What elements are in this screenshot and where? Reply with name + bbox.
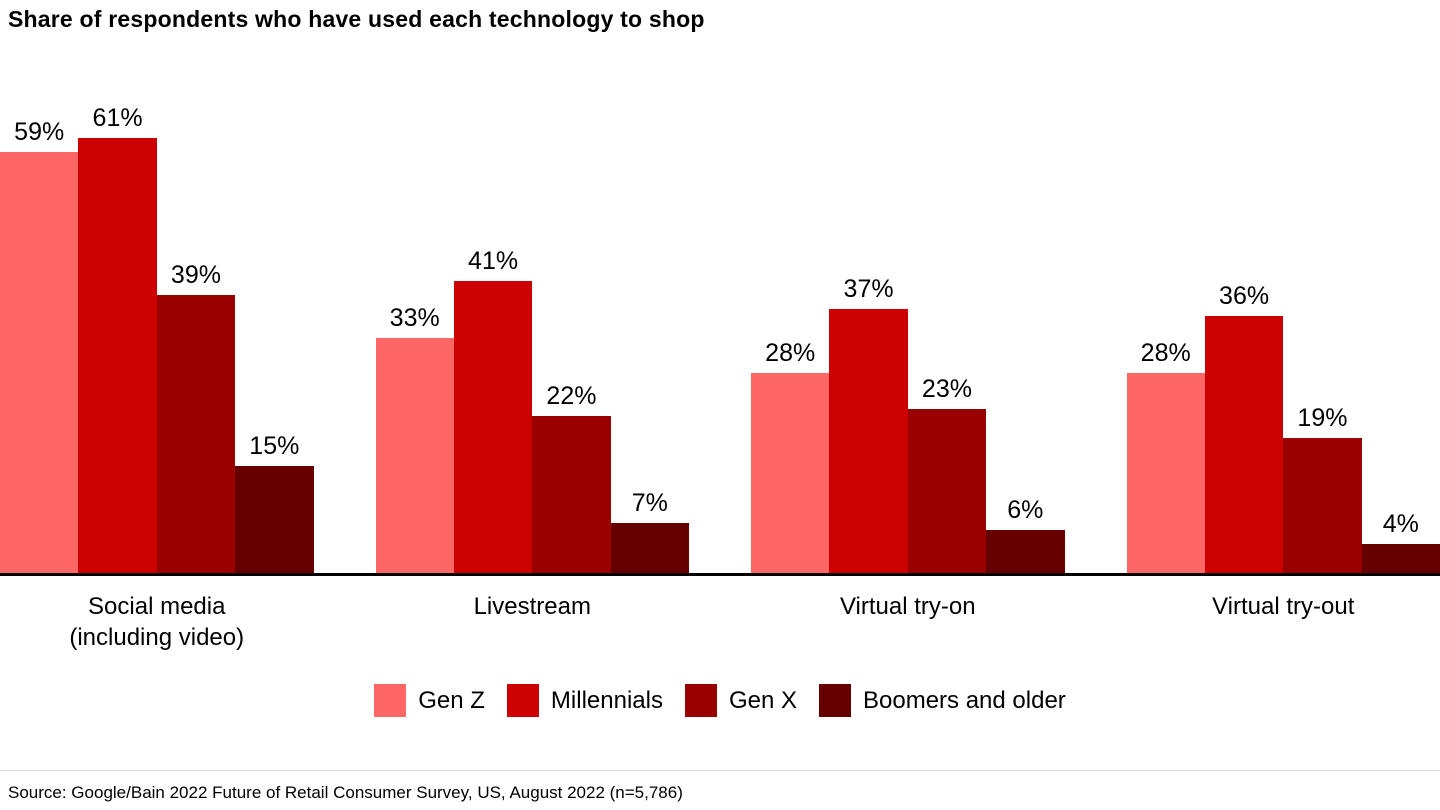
category-label: Virtual try-on <box>839 593 976 620</box>
category-label: Livestream <box>473 593 591 620</box>
bar-value-label: 15% <box>249 432 300 461</box>
category-label: Social media (including video) <box>69 593 245 651</box>
bar-value-label: 61% <box>92 104 143 133</box>
bar-value-label: 7% <box>631 489 668 518</box>
bar-gen-z-group-2 <box>751 373 830 573</box>
bar-value-label: 6% <box>1007 496 1044 525</box>
bar-boomers-and-older-group-1 <box>610 523 689 573</box>
bar-value-label: 59% <box>14 118 65 147</box>
bar-value-label: 28% <box>1140 339 1191 368</box>
bar-gen-z-group-1 <box>375 337 454 573</box>
bar-gen-x-group-0 <box>156 294 236 573</box>
bar-value-label: 41% <box>468 246 519 275</box>
bar-millennials-group-1 <box>453 280 533 573</box>
bar-value-label: 4% <box>1382 510 1419 539</box>
legend-item-millennials: Millennials <box>506 684 663 717</box>
legend-label: Gen X <box>728 686 797 714</box>
bar-gen-z-group-3 <box>1126 373 1205 573</box>
bar-millennials-group-2 <box>829 309 908 573</box>
legend-item-gen-z: Gen Z <box>374 684 485 717</box>
bar-value-label: 36% <box>1219 282 1270 311</box>
bar-boomers-and-older-group-0 <box>235 466 314 573</box>
bar-gen-x-group-1 <box>532 416 611 573</box>
legend-label: Gen Z <box>418 686 485 714</box>
bar-gen-x-group-3 <box>1283 437 1362 573</box>
bar-gen-x-group-2 <box>907 409 987 573</box>
bar-value-label: 19% <box>1297 403 1348 432</box>
legend-swatch <box>684 684 717 717</box>
legend-swatch <box>819 684 851 717</box>
legend-label: Boomers and older <box>863 686 1066 714</box>
legend-label: Millennials <box>550 686 663 714</box>
bar-value-label: 33% <box>389 303 440 332</box>
category-label: Virtual try-out <box>1212 593 1355 620</box>
bar-millennials-group-3 <box>1204 316 1284 573</box>
bar-millennials-group-0 <box>78 138 157 573</box>
legend: Gen Z Millennials Gen X Boomers and older <box>0 684 1440 717</box>
legend-swatch <box>374 684 407 717</box>
x-axis-line <box>0 573 1440 576</box>
bar-value-label: 37% <box>843 275 894 304</box>
legend-item-boomers-and-older: Boomers and older <box>819 684 1066 717</box>
bar-value-label: 23% <box>921 375 972 404</box>
bar-boomers-and-older-group-2 <box>986 530 1065 573</box>
legend-swatch <box>506 684 539 717</box>
chart-title: Share of respondents who have used each … <box>8 6 705 32</box>
plot-area: 59% 33% 28% 28% 61% 41% 37% 36% 39% 22% 23% 19% 15% 7… <box>0 104 1440 573</box>
bar-value-label: 39% <box>170 260 221 289</box>
source-separator-line <box>0 770 1440 771</box>
legend-item-gen-x: Gen X <box>684 684 797 717</box>
bar-value-label: 28% <box>765 339 816 368</box>
source-text: Source: Google/Bain 2022 Future of Retai… <box>8 783 683 802</box>
bar-boomers-and-older-group-3 <box>1361 544 1440 573</box>
bar-gen-z-group-0 <box>0 152 79 573</box>
bar-value-label: 22% <box>546 382 597 411</box>
